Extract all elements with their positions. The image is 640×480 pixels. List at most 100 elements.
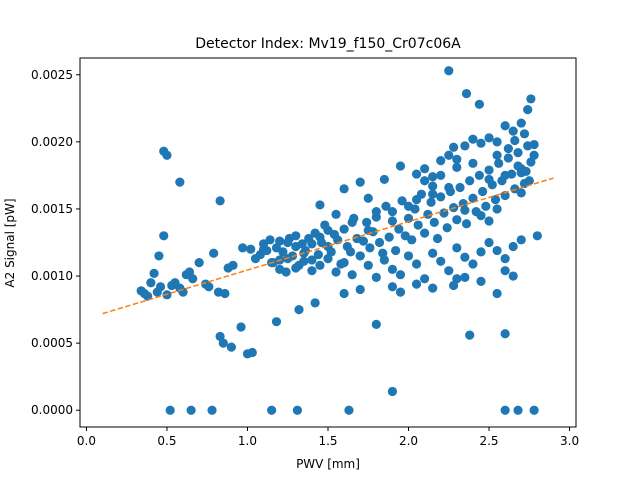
data-point xyxy=(523,105,533,115)
data-point xyxy=(460,272,470,282)
data-point xyxy=(291,263,301,273)
data-point xyxy=(526,94,536,104)
data-point xyxy=(516,118,526,128)
data-point xyxy=(521,166,531,176)
data-point xyxy=(278,247,288,257)
data-point xyxy=(387,282,398,292)
data-point xyxy=(490,194,501,205)
data-point xyxy=(428,189,438,199)
data-point xyxy=(432,233,443,244)
data-point xyxy=(355,177,365,187)
x-tick-label: 0.5 xyxy=(157,434,176,448)
data-point xyxy=(413,220,423,230)
y-tick-label: 0.0025 xyxy=(31,68,73,82)
x-axis-ticks: 0.0 0.5 1.0 1.5 2.0 2.5 3.0 xyxy=(77,427,579,448)
plot-area xyxy=(102,66,554,415)
data-point xyxy=(468,259,478,269)
data-point xyxy=(476,247,486,257)
data-point xyxy=(461,219,472,229)
data-point xyxy=(387,216,398,226)
data-point xyxy=(387,386,398,397)
data-point xyxy=(397,196,407,206)
data-point xyxy=(310,298,320,308)
data-point xyxy=(508,241,518,252)
x-tick-label: 1.5 xyxy=(318,434,337,448)
data-point xyxy=(294,304,304,315)
data-point xyxy=(500,329,510,339)
data-point xyxy=(465,176,475,186)
data-point xyxy=(500,190,510,201)
y-tick-label: 0.0010 xyxy=(31,269,73,283)
data-point xyxy=(484,237,494,248)
data-point xyxy=(395,270,406,280)
data-point xyxy=(315,200,325,210)
data-point xyxy=(307,255,317,265)
data-point xyxy=(220,288,230,299)
data-point xyxy=(452,243,462,253)
data-point xyxy=(209,248,219,258)
data-point xyxy=(371,272,381,282)
data-point xyxy=(204,282,214,292)
data-point xyxy=(374,237,385,248)
data-point xyxy=(339,258,349,268)
data-point xyxy=(228,260,238,270)
data-point xyxy=(516,235,526,245)
data-point xyxy=(529,139,539,150)
data-point xyxy=(484,174,494,185)
data-point xyxy=(165,405,175,415)
data-point xyxy=(394,224,404,234)
data-point xyxy=(494,158,504,168)
data-point xyxy=(411,259,422,269)
data-point xyxy=(358,236,369,246)
data-point xyxy=(500,121,510,131)
data-point xyxy=(355,251,365,261)
data-point xyxy=(426,197,436,207)
data-point xyxy=(355,284,365,295)
data-point xyxy=(436,192,446,202)
data-point xyxy=(347,270,357,280)
data-point xyxy=(307,266,317,276)
data-point xyxy=(307,239,317,249)
data-point xyxy=(258,244,269,254)
data-point xyxy=(468,193,478,203)
data-point xyxy=(420,164,430,174)
data-point xyxy=(503,143,513,154)
data-point xyxy=(503,153,513,163)
x-tick-label: 0.0 xyxy=(77,434,96,448)
data-point xyxy=(162,150,172,160)
data-point xyxy=(513,148,523,158)
data-point xyxy=(420,274,430,284)
data-point xyxy=(403,201,414,211)
data-point xyxy=(313,249,323,260)
y-axis-ticks: 0.0000 0.0005 0.0010 0.0015 0.0020 0.0025 xyxy=(31,68,80,417)
data-point xyxy=(331,209,341,219)
data-point xyxy=(186,405,196,415)
data-point xyxy=(420,176,430,186)
data-point xyxy=(155,282,166,292)
data-point xyxy=(363,260,373,270)
data-point xyxy=(149,268,159,278)
data-point xyxy=(159,231,169,241)
data-point xyxy=(444,182,454,193)
data-point xyxy=(500,266,510,276)
y-tick-label: 0.0005 xyxy=(31,336,73,350)
data-point xyxy=(347,217,357,227)
data-point xyxy=(246,244,256,254)
data-point xyxy=(428,172,438,182)
x-axis-label: PWV [mm] xyxy=(296,457,360,471)
data-point xyxy=(428,181,438,191)
data-point xyxy=(175,177,185,187)
y-tick-label: 0.0015 xyxy=(31,202,73,216)
y-tick-label: 0.0020 xyxy=(31,135,73,149)
data-point xyxy=(452,154,462,164)
data-point xyxy=(331,267,341,277)
data-point xyxy=(411,194,422,205)
data-point xyxy=(345,247,356,257)
x-tick-label: 2.5 xyxy=(479,434,498,448)
data-point xyxy=(315,232,325,242)
y-tick-label: 0.0000 xyxy=(31,403,73,417)
data-point xyxy=(460,252,470,262)
data-point xyxy=(452,215,462,225)
data-point xyxy=(510,135,520,146)
